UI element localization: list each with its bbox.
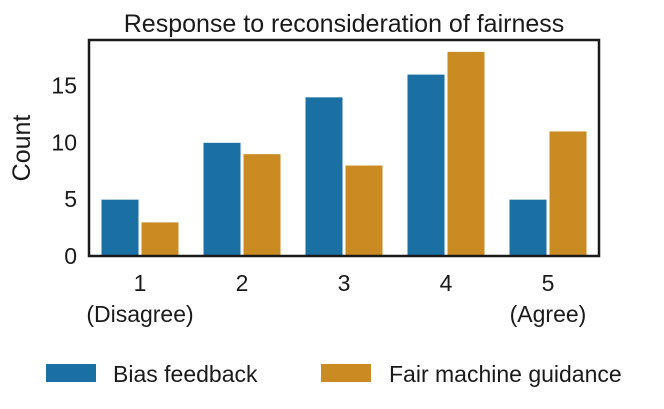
legend-swatch-bias-feedback: [46, 364, 96, 382]
bar-fair-machine-guidance-1: [140, 221, 180, 257]
plot-frame: [87, 38, 601, 258]
bar-bias-feedback-5: [508, 198, 548, 257]
x-tick-label: 1: [134, 270, 147, 296]
legend-swatch-fair-machine-guidance: [321, 364, 371, 382]
y-axis-label: Count: [8, 115, 36, 182]
bar-bias-feedback-1: [100, 198, 140, 257]
bar-bias-feedback-4: [406, 73, 446, 257]
legend-label: Fair machine guidance: [389, 361, 622, 387]
x-tick-label: 4: [440, 270, 453, 296]
bar-bias-feedback-3: [304, 96, 344, 257]
x-tick-sublabel: (Agree): [510, 301, 587, 327]
bar-fair-machine-guidance-5: [548, 130, 588, 257]
x-tick-sublabel: (Disagree): [86, 301, 193, 327]
x-tick-label: 3: [338, 270, 351, 296]
bar-fair-machine-guidance-3: [344, 164, 384, 257]
y-tick-label: 5: [64, 186, 77, 212]
x-tick-label: 2: [236, 270, 249, 296]
y-tick-label: 10: [51, 129, 77, 155]
legend-label: Bias feedback: [113, 361, 258, 387]
y-tick-label: 15: [51, 72, 77, 98]
bar-fair-machine-guidance-4: [446, 50, 486, 257]
chart-title: Response to reconsideration of fairness: [124, 10, 565, 38]
bar-fair-machine-guidance-2: [242, 153, 282, 257]
x-tick-label: 5: [542, 270, 555, 296]
bar-bias-feedback-2: [202, 141, 242, 257]
y-tick-label: 0: [64, 243, 77, 269]
